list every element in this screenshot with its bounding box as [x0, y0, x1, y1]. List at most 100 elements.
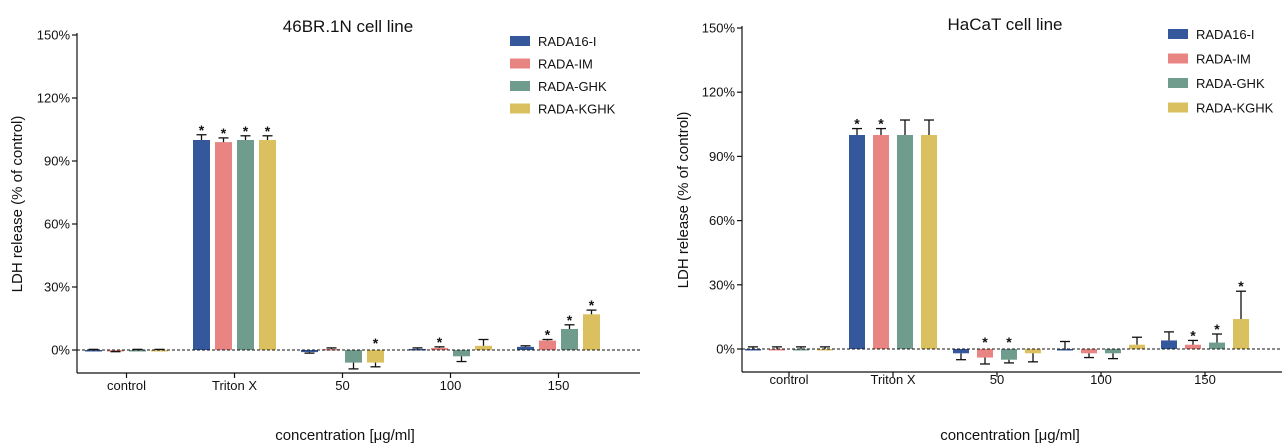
y-tick-label: 30% — [44, 280, 70, 295]
bar — [301, 350, 318, 353]
legend-label: RADA-IM — [1196, 52, 1251, 67]
significance-star: * — [221, 125, 227, 141]
legend-swatch — [1168, 102, 1188, 113]
y-tick-label: 0% — [716, 342, 735, 357]
significance-star: * — [567, 312, 573, 328]
bar — [817, 349, 833, 351]
y-tick-label: 0% — [51, 343, 70, 358]
bar — [475, 345, 492, 350]
significance-star: * — [545, 327, 551, 343]
legend-label: RADA-GHK — [538, 79, 607, 94]
y-tick-label: 60% — [709, 213, 735, 228]
bar — [561, 329, 578, 350]
bar — [539, 340, 556, 350]
x-tick-label: 150 — [548, 378, 570, 393]
chart-title: HaCaT cell line — [948, 15, 1063, 34]
bar — [1185, 344, 1201, 349]
bar — [345, 350, 362, 363]
significance-star: * — [982, 334, 988, 350]
bar — [793, 349, 809, 351]
bar — [921, 135, 937, 349]
bar — [1057, 349, 1073, 351]
y-tick-label: 150% — [702, 21, 736, 36]
legend-label: RADA-KGHK — [1196, 101, 1274, 116]
bar — [769, 349, 785, 351]
legend: RADA16-I RADA-IM RADA-GHK RADA-KGHK — [510, 34, 616, 117]
legend-label: RADA-IM — [538, 57, 593, 72]
bar — [977, 349, 993, 358]
bar — [1233, 319, 1249, 349]
y-axis-label: LDH release (% of control) — [9, 116, 26, 293]
x-axis-label: concentration [μg/ml] — [275, 427, 415, 444]
x-tick-label: 150 — [1194, 372, 1216, 387]
significance-star: * — [878, 116, 884, 132]
bar — [873, 135, 889, 349]
significance-star: * — [1214, 321, 1220, 337]
y-tick-label: 90% — [709, 149, 735, 164]
bar — [849, 135, 865, 349]
chart-1: 46BR.1N cell line 0% 30% 60% 90% 120% 150% LDH … — [9, 17, 640, 444]
y-axis-label: LDH release (% of control) — [675, 112, 692, 289]
y-tick-label: 120% — [702, 85, 736, 100]
significance-star: * — [437, 334, 443, 350]
x-tick-label: 50 — [990, 372, 1004, 387]
bar — [151, 350, 168, 352]
x-tick-label: control — [769, 372, 808, 387]
significance-star: * — [265, 123, 271, 139]
legend: RADA16-I RADA-IM RADA-GHK RADA-KGHK — [1168, 27, 1274, 116]
bar — [897, 135, 913, 349]
bar — [237, 140, 254, 350]
significance-star: * — [589, 297, 595, 313]
x-tick-label: Triton X — [212, 378, 257, 393]
x-axis-label: concentration [μg/ml] — [940, 427, 1080, 444]
y-tick-label: 90% — [44, 154, 70, 169]
bar — [259, 140, 276, 350]
legend-swatch — [510, 36, 530, 46]
bar — [1209, 342, 1225, 349]
significance-star: * — [1006, 334, 1012, 350]
bar — [85, 350, 102, 352]
bar — [1105, 349, 1121, 354]
bar — [1081, 349, 1097, 354]
x-tick-label: 100 — [440, 378, 462, 393]
bar — [193, 140, 210, 350]
significance-star: * — [199, 122, 205, 138]
bar — [517, 346, 534, 350]
bar — [453, 350, 470, 357]
legend-swatch — [510, 58, 530, 69]
significance-star: * — [373, 335, 379, 351]
significance-star: * — [1190, 327, 1196, 343]
chart-2: HaCaT cell line 0% 30% 60% 90% 120% 150% LDH re… — [675, 15, 1282, 444]
legend-swatch — [1168, 53, 1188, 64]
significance-star: * — [854, 116, 860, 132]
x-tick-label: Triton X — [870, 372, 915, 387]
legend-label: RADA-KGHK — [538, 102, 616, 117]
significance-star: * — [243, 123, 249, 139]
legend-swatch — [1168, 29, 1188, 39]
bar — [953, 349, 969, 354]
x-tick-label: 100 — [1090, 372, 1112, 387]
y-tick-label: 120% — [37, 91, 71, 106]
bar — [1001, 349, 1017, 360]
x-tick-label: 50 — [335, 378, 349, 393]
bar — [1129, 344, 1145, 349]
x-tick-label: control — [107, 378, 146, 393]
bar — [431, 347, 448, 350]
chart-title: 46BR.1N cell line — [283, 17, 413, 36]
bar — [583, 314, 600, 350]
bar — [215, 142, 232, 350]
bar — [1025, 349, 1041, 354]
bar — [129, 350, 146, 352]
bar — [367, 350, 384, 363]
legend-swatch — [510, 103, 530, 114]
bar — [107, 350, 124, 352]
y-tick-label: 60% — [44, 217, 70, 232]
bar — [323, 348, 340, 351]
bar — [1161, 340, 1177, 349]
legend-swatch — [1168, 78, 1188, 88]
legend-label: RADA16-I — [1196, 27, 1255, 42]
legend-label: RADA16-I — [538, 34, 597, 49]
y-tick-label: 30% — [709, 277, 735, 292]
legend-swatch — [510, 81, 530, 91]
